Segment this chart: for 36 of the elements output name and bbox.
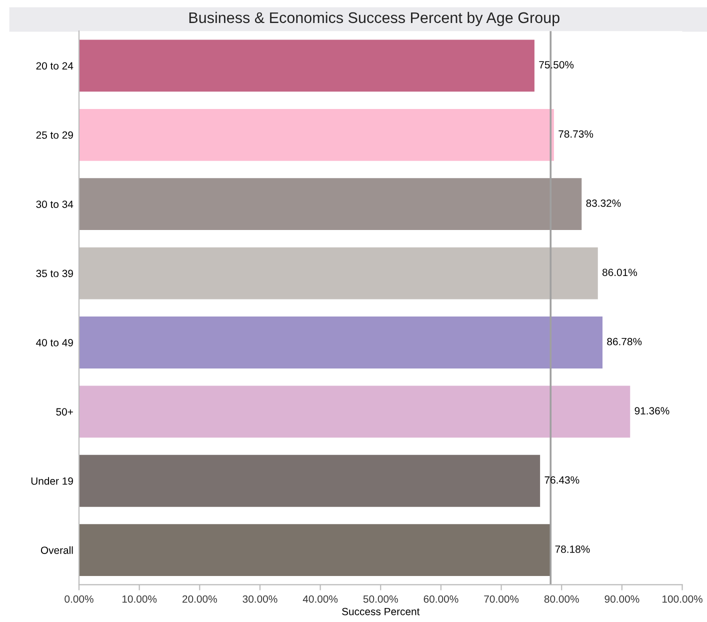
data-label: 75.50% <box>539 61 574 68</box>
data-label: 86.78% <box>607 338 642 346</box>
y-tick-label: 25 to 29 <box>36 131 73 139</box>
bar <box>79 108 554 161</box>
data-label: 91.36% <box>634 407 670 414</box>
bar <box>79 178 582 230</box>
x-tick-label: 30.00% <box>242 595 278 603</box>
y-tick-label: 40 to 49 <box>36 338 73 346</box>
bar <box>79 454 540 507</box>
data-label: 76.43% <box>544 476 580 484</box>
chart-title: Business & Economics Success Percent by Age Group <box>189 12 560 26</box>
y-tick-label: Under 19 <box>31 477 73 485</box>
x-tick-label: 20.00% <box>182 595 217 603</box>
y-tick-label: Overall <box>40 546 73 554</box>
x-tick-label: 0.00% <box>64 595 94 603</box>
bar <box>79 524 551 576</box>
y-tick-label: 20 to 24 <box>36 62 74 70</box>
data-label: 86.01% <box>602 268 637 276</box>
x-tick-label: 60.00% <box>424 595 458 603</box>
y-tick-label: 30 to 34 <box>36 200 74 208</box>
x-tick-label: 10.00% <box>122 595 157 603</box>
x-tick-label: 100.00% <box>662 595 702 603</box>
x-axis-title: Success Percent <box>342 608 420 616</box>
x-tick-label: 90.00% <box>604 595 640 603</box>
data-label: 78.18% <box>555 546 590 553</box>
x-tick-label: 70.00% <box>484 595 519 603</box>
x-tick-label: 40.00% <box>302 595 338 603</box>
bar <box>79 316 603 368</box>
y-tick-label: 50+ <box>56 408 73 416</box>
x-tick-label: 80.00% <box>544 595 579 603</box>
bar <box>79 386 630 438</box>
bar <box>79 40 534 92</box>
y-tick-label: 35 to 39 <box>36 270 73 278</box>
x-tick-label: 50.00% <box>363 595 398 603</box>
data-label: 78.73% <box>558 130 594 138</box>
data-label: 83.32% <box>586 200 621 207</box>
